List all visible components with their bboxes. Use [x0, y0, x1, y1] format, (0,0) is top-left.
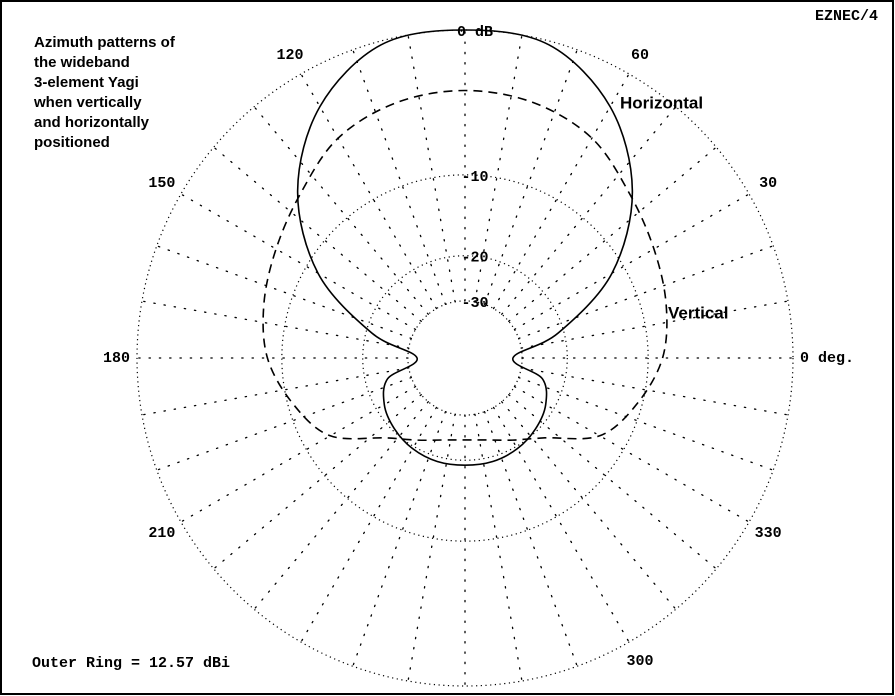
- ring-label: -10: [461, 169, 488, 186]
- title-line: when vertically: [33, 94, 142, 111]
- spoke: [513, 193, 750, 331]
- program-label: EZNEC/4: [815, 8, 878, 25]
- ring-label: 0 dB: [457, 24, 493, 41]
- spoke: [492, 406, 630, 643]
- spoke: [501, 106, 677, 315]
- footer: Outer Ring = 12.57 dBi: [32, 655, 230, 672]
- angle-label: 210: [148, 525, 175, 542]
- ring: [136, 29, 794, 687]
- angle-label: 30: [759, 175, 777, 192]
- spoke: [253, 106, 429, 315]
- spoke: [520, 300, 789, 349]
- spoke: [518, 245, 774, 340]
- spoke: [156, 376, 412, 471]
- spoke: [492, 73, 630, 310]
- ring-label: -30: [461, 295, 488, 312]
- spoke: [180, 193, 417, 331]
- title-line: 3-element Yagi: [34, 74, 139, 91]
- spoke: [300, 73, 438, 310]
- spoke: [141, 300, 410, 349]
- spoke: [156, 245, 412, 340]
- angle-label: 330: [755, 525, 782, 542]
- series-label: Vertical: [668, 303, 729, 322]
- spoke: [501, 401, 677, 610]
- title-line: Azimuth patterns of: [34, 34, 176, 51]
- angle-label: 300: [626, 653, 653, 670]
- spoke: [483, 411, 578, 667]
- series-label: Horizontal: [620, 93, 703, 112]
- spoke: [213, 146, 422, 322]
- angle-label: 180: [103, 350, 130, 367]
- angle-label: 120: [276, 47, 303, 64]
- spoke: [508, 146, 717, 322]
- ring: [362, 255, 568, 461]
- angle-label: 0 deg.: [800, 350, 854, 367]
- spoke: [300, 406, 438, 643]
- angle-label: 150: [148, 175, 175, 192]
- pattern-line: [296, 29, 634, 466]
- spoke: [180, 385, 417, 523]
- title-line: positioned: [34, 134, 110, 151]
- spoke: [213, 394, 422, 570]
- ring: [407, 300, 523, 416]
- spoke: [407, 34, 456, 303]
- spoke: [253, 401, 429, 610]
- spoke: [474, 34, 523, 303]
- spoke: [352, 49, 447, 305]
- spoke: [141, 367, 410, 416]
- title-line: the wideband: [34, 54, 130, 71]
- angle-label: 60: [631, 47, 649, 64]
- spoke: [520, 367, 789, 416]
- spoke: [508, 394, 717, 570]
- spoke: [483, 49, 578, 305]
- ring-label: -20: [461, 250, 488, 267]
- spoke: [407, 413, 456, 682]
- spoke: [474, 413, 523, 682]
- title-line: and horizontally: [34, 114, 150, 131]
- spoke: [513, 385, 750, 523]
- spoke: [352, 411, 447, 667]
- ring: [281, 174, 649, 542]
- spoke: [518, 376, 774, 471]
- pattern-line: [262, 89, 668, 442]
